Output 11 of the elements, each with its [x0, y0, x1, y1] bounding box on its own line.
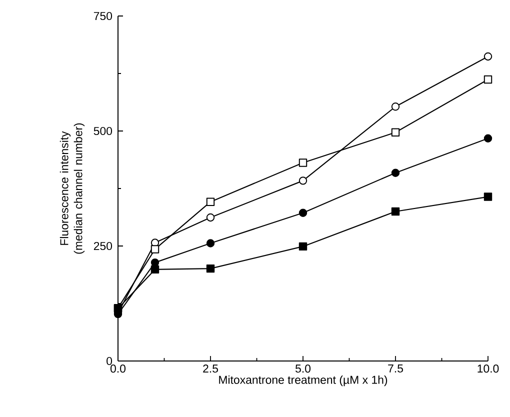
x-tick-label: 0.0 [110, 364, 126, 373]
y-tick-label: 750 [94, 12, 112, 20]
y-tick-label: 500 [94, 126, 112, 136]
x-tick-label: 5.0 [295, 364, 311, 373]
y-tick-label: 0 [106, 356, 112, 366]
x-tick-label: 7.5 [388, 364, 403, 373]
x-tick-label: 2.5 [203, 364, 218, 373]
y-tick-label: 250 [94, 242, 112, 250]
y-axis-title: Fluorescence intensity (median channel number) [60, 123, 85, 254]
x-tick-label: 10.0 [478, 364, 499, 373]
x-axis-title: Mitoxantrone treatment (µM x 1h) [219, 375, 388, 386]
